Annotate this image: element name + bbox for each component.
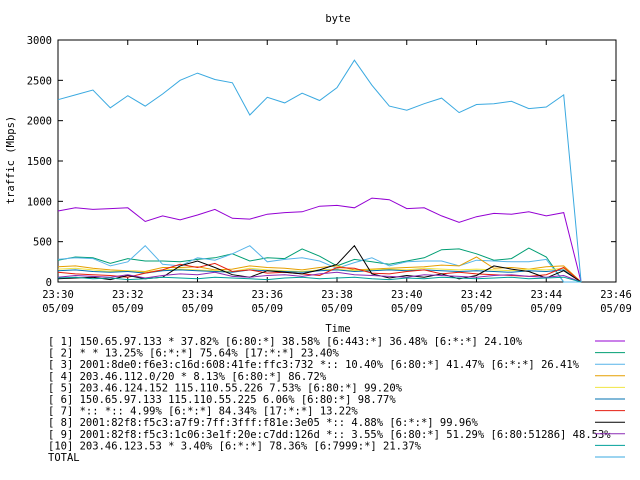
x-tick-date-label: 05/09 [42, 303, 74, 315]
x-tick-date-label: 05/09 [600, 303, 632, 315]
x-tick-time-label: 23:32 [112, 289, 144, 301]
plot-frame [57, 39, 617, 283]
x-tick-time-label: 23:36 [251, 289, 283, 301]
y-tick-label: 2500 [27, 75, 52, 87]
x-tick-date-label: 05/09 [461, 303, 493, 315]
x-tick-date-label: 05/09 [321, 303, 353, 315]
series-line-7 [57, 262, 582, 283]
y-tick-label: 500 [33, 237, 52, 249]
x-tick-date-label: 05/09 [530, 303, 562, 315]
y-tick-label: 1500 [27, 156, 52, 168]
series-line-2 [57, 247, 582, 283]
x-tick-time-label: 23:42 [461, 289, 493, 301]
x-tick-time-label: 23:44 [530, 289, 562, 301]
legend-entry-3: [ 3] 2001:8de0:f6e3:c16d:608:41fe:ffc3:7… [48, 359, 580, 371]
series-lines [57, 59, 582, 283]
y-axis-label: traffic (Mbps) [5, 116, 17, 205]
legend-entry-9: [ 9] 2001:82f8:f5c3:1c06:3e1f:20e:c7dd:1… [48, 429, 611, 441]
y-axis-ticks: 0 500 1000 1500 2000 2500 3000 [27, 35, 616, 289]
legend-entry-4: [ 4] 203.46.112.0/20 * 8.13% [6:80:*] 86… [48, 371, 327, 383]
x-axis-ticks: 23:30 05/09 23:32 05/09 23:34 05/09 23:36 05/09… [42, 40, 632, 315]
legend-entry-5: [ 5] 203.46.124.152 115.110.55.226 7.53%… [48, 382, 403, 394]
x-tick-time-label: 23:40 [391, 289, 423, 301]
legend-entry-11: TOTAL [48, 452, 80, 464]
series-line-10 [57, 276, 582, 283]
series-line-9 [57, 271, 582, 283]
x-tick-date-label: 05/09 [112, 303, 144, 315]
series-line-3 [57, 244, 582, 283]
series-line-4 [57, 256, 582, 283]
legend-entry-8: [ 8] 2001:82f8:f5c3:a7f9:7ff:3fff:f81e:3… [48, 417, 479, 429]
series-line-11 [57, 59, 582, 283]
legend-entry-10: [10] 203.46.123.53 * 3.40% [6:*:*] 78.36… [48, 440, 422, 452]
legend-entry-1: [ 1] 150.65.97.133 * 37.82% [6:80:*] 38.… [48, 336, 523, 348]
x-tick-time-label: 23:46 [600, 289, 632, 301]
y-tick-label: 0 [46, 277, 52, 289]
y-tick-label: 2000 [27, 116, 52, 128]
x-tick-date-label: 05/09 [251, 303, 283, 315]
y-tick-label: 3000 [27, 35, 52, 47]
x-tick-time-label: 23:30 [42, 289, 74, 301]
y-tick-label: 1000 [27, 196, 52, 208]
x-tick-date-label: 05/09 [182, 303, 214, 315]
x-axis-label: Time [325, 323, 350, 335]
chart-title: byte [325, 13, 350, 25]
x-tick-time-label: 23:38 [321, 289, 353, 301]
x-tick-time-label: 23:34 [182, 289, 214, 301]
legend-entry-2: [ 2] * * 13.25% [6:*:*] 75.64% [17:*:*] … [48, 348, 339, 360]
series-line-1 [57, 197, 582, 283]
legend-entry-7: [ 7] *:: *:: 4.99% [6:*:*] 84.34% [17:*:… [48, 406, 358, 418]
legend: [ 1] 150.65.97.133 * 37.82% [6:80:*] 38.… [48, 336, 625, 464]
x-tick-date-label: 05/09 [391, 303, 423, 315]
legend-entry-6: [ 6] 150.65.97.133 115.110.55.225 6.06% … [48, 394, 396, 406]
